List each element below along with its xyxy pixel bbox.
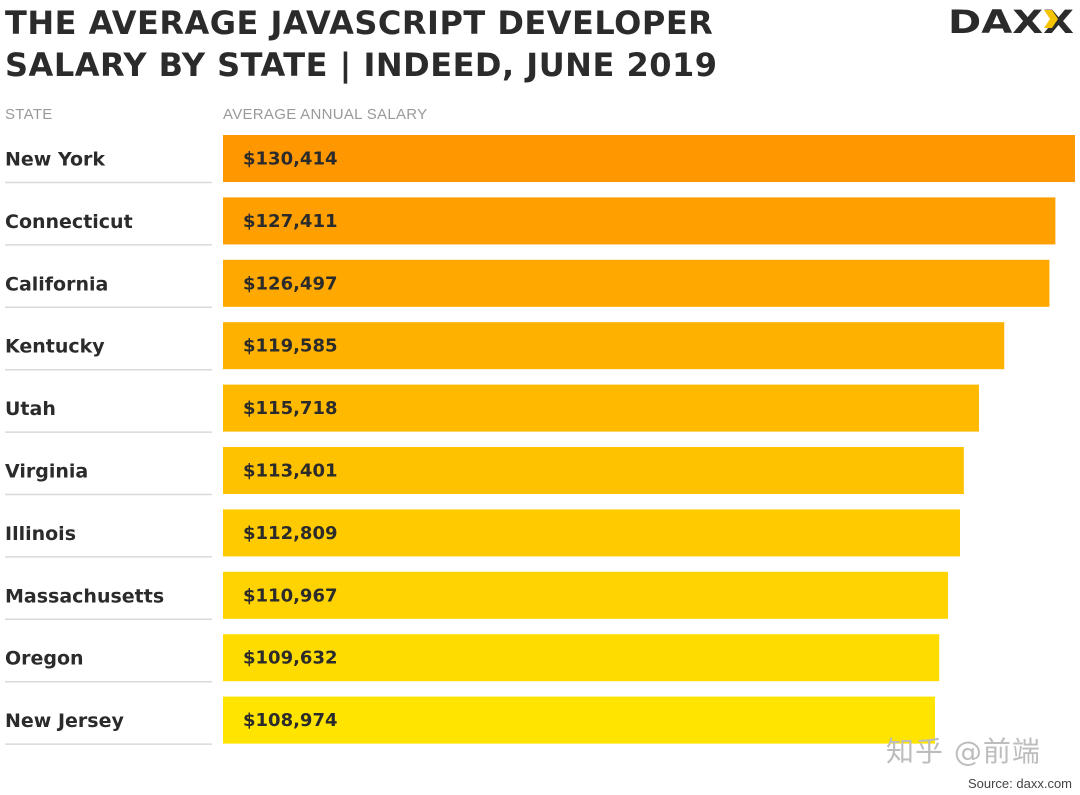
bar-value-label-oregon: $109,632 [243, 648, 338, 669]
salary-bar-chart: $130,414 New York $127,411 Connecticut $126,… [5, 135, 1075, 745]
state-column-header: STATE [5, 106, 53, 123]
watermark: 知乎 @前端 [886, 735, 1041, 768]
bar-utah [223, 384, 979, 432]
bar-value-label-virginia: $113,401 [243, 461, 338, 482]
chart-title: THE AVERAGE JAVASCRIPT DEVELOPER SALARY … [5, 2, 885, 86]
bar-kentucky [223, 322, 1005, 370]
state-label-kentucky: Kentucky [5, 336, 105, 358]
bar-value-label-connecticut: $127,411 [243, 211, 338, 232]
bar-new-jersey [223, 696, 935, 744]
bar-illinois [223, 509, 960, 557]
bar-california [223, 259, 1050, 307]
bar-value-label-illinois: $112,809 [243, 523, 338, 544]
bar-massachusetts [223, 571, 948, 619]
state-label-virginia: Virginia [5, 461, 88, 483]
bar-value-label-utah: $115,718 [243, 398, 338, 419]
state-label-california: California [5, 273, 108, 295]
bar-value-label-california: $126,497 [243, 273, 338, 294]
state-label-utah: Utah [5, 398, 56, 420]
chart-title-line-2: SALARY BY STATE | INDEED, JUNE 2019 [5, 46, 718, 84]
source-note: Source: daxx.com [967, 776, 1072, 791]
state-label-oregon: Oregon [5, 648, 84, 670]
logo-accent-mark [1044, 10, 1058, 28]
state-label-connecticut: Connecticut [5, 211, 133, 233]
state-label-new-york: New York [5, 149, 105, 171]
state-label-massachusetts: Massachusetts [5, 585, 164, 607]
bar-virginia [223, 447, 964, 494]
daxx-logo: DAXX [948, 4, 1074, 38]
bar-value-label-massachusetts: $110,967 [243, 585, 338, 606]
bar-value-label-new-jersey: $108,974 [243, 710, 338, 731]
bar-value-label-new-york: $130,414 [243, 149, 338, 170]
bar-value-label-kentucky: $119,585 [243, 336, 338, 357]
salary-column-header: AVERAGE ANNUAL SALARY [223, 106, 428, 123]
bar-oregon [223, 634, 940, 682]
bar-connecticut [223, 197, 1056, 245]
state-label-new-jersey: New Jersey [5, 710, 124, 732]
chart-title-line-1: THE AVERAGE JAVASCRIPT DEVELOPER [5, 4, 714, 42]
state-label-illinois: Illinois [5, 523, 76, 545]
bar-new-york [223, 135, 1075, 182]
